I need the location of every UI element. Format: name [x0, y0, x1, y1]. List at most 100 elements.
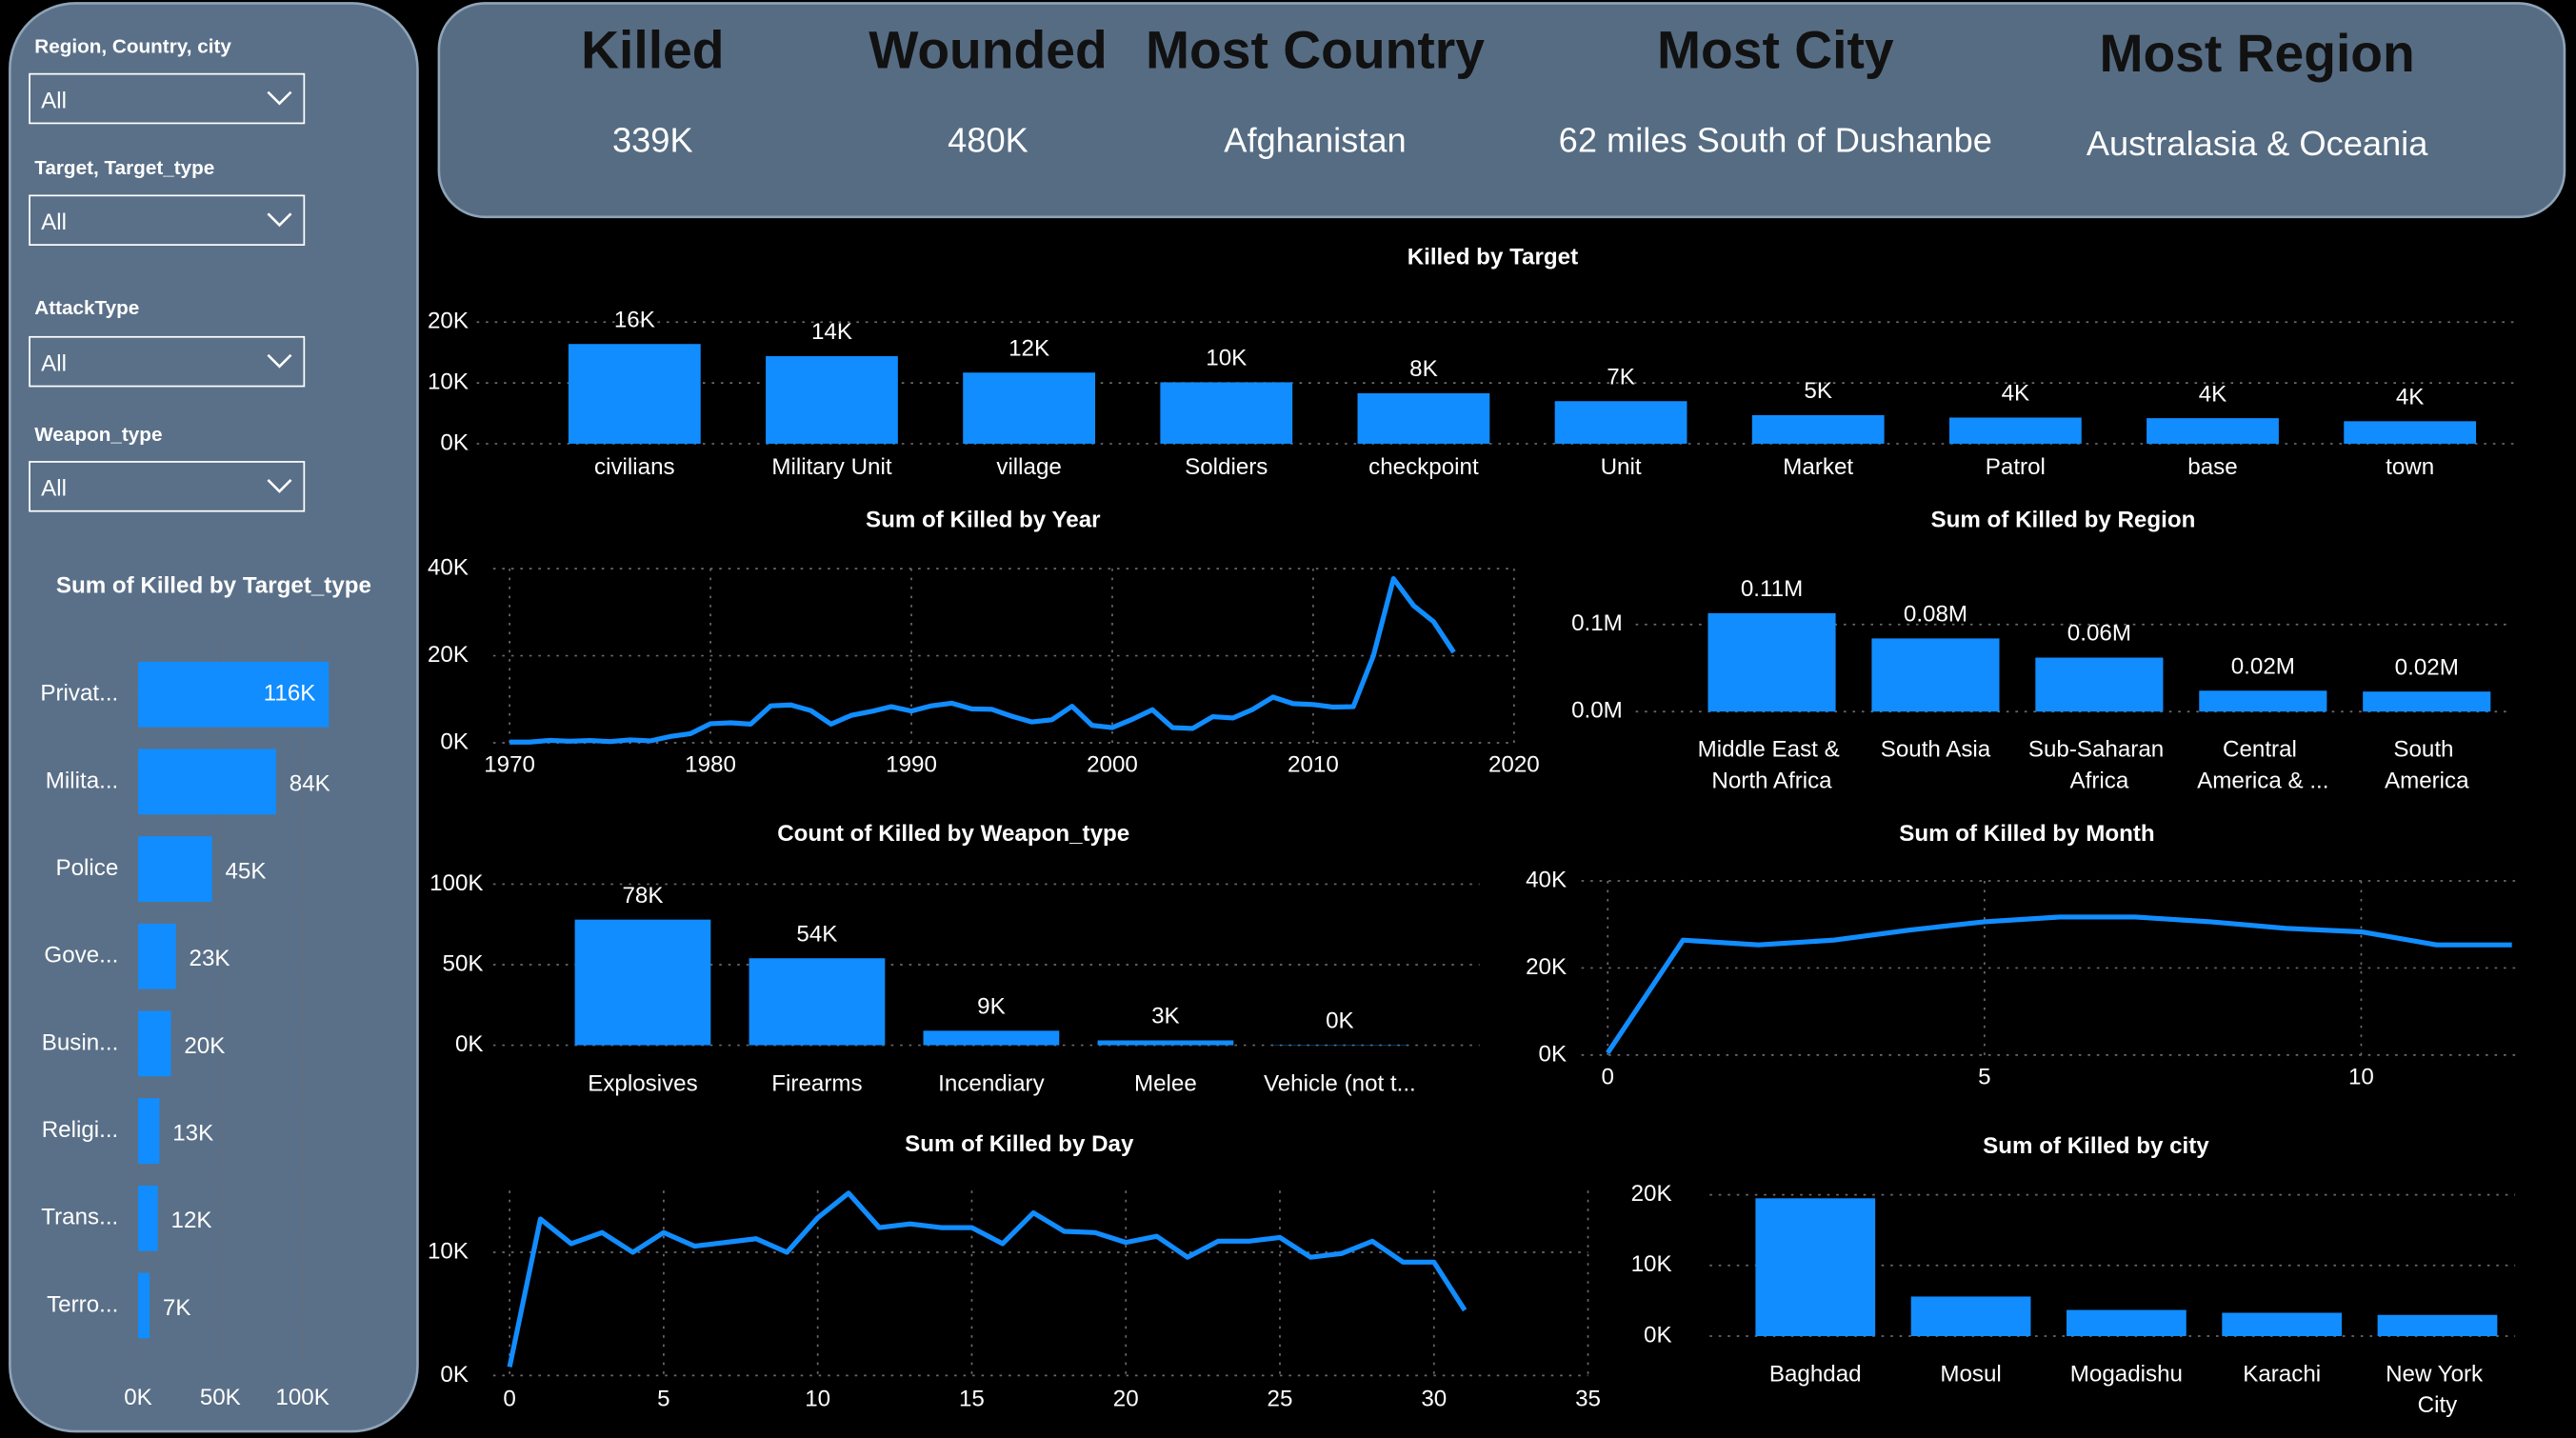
card-title: Wounded — [869, 21, 1108, 80]
chart-title: Killed by Target — [1408, 244, 1578, 270]
bar — [138, 749, 277, 815]
data-label: 12K — [171, 1208, 212, 1233]
x-tick-label: civilians — [594, 454, 675, 480]
dropdown[interactable] — [29, 194, 306, 246]
data-label: 7K — [163, 1295, 191, 1321]
data-label: 16K — [614, 307, 655, 332]
chart-title: Sum of Killed by Region — [1930, 507, 2195, 532]
x-tick-label: 1990 — [886, 752, 937, 778]
x-tick-label: Sub-Saharan Africa — [2028, 737, 2170, 794]
data-label: 45K — [225, 858, 266, 884]
card-value: 339K — [612, 121, 693, 160]
label-line: America & ... — [2197, 769, 2328, 794]
y-tick-label: 20K — [1526, 954, 1567, 980]
x-tick-label: Unit — [1601, 454, 1642, 480]
data-label: 0.08M — [1904, 602, 1967, 628]
dropdown[interactable] — [29, 335, 306, 388]
y-tick-label: 0K — [440, 429, 469, 455]
data-label: 5K — [1804, 378, 1832, 404]
x-tick-label: 35 — [1575, 1387, 1601, 1412]
card-value: 62 miles South of Dushanbe — [1559, 121, 1992, 160]
y-tick-label: 10K — [428, 369, 469, 394]
label-line: North Africa — [1711, 769, 1832, 794]
line — [1606, 914, 2512, 1055]
dropdown-chevron[interactable] — [267, 212, 292, 228]
data-label: 7K — [1607, 364, 1635, 389]
bar — [1751, 414, 1885, 444]
bar — [1948, 417, 2082, 444]
chart-title: Sum of Killed by Day — [905, 1131, 1134, 1157]
y-tick-label: Milita... — [46, 768, 119, 793]
x-tick-label: Central America & ... — [2197, 737, 2328, 794]
bar — [2035, 657, 2164, 712]
bar — [2222, 1312, 2343, 1337]
label-line: Baghdad — [1769, 1362, 1862, 1388]
bar — [923, 1030, 1060, 1046]
label-line: City — [2418, 1393, 2459, 1419]
label-line: America — [2385, 769, 2469, 794]
data-label: 13K — [172, 1120, 213, 1146]
bar — [574, 919, 711, 1046]
x-tick-label: Patrol — [1986, 454, 2046, 480]
dropdown-value[interactable]: All — [41, 88, 67, 113]
label-line: Karachi — [2243, 1362, 2321, 1388]
y-tick-label: 20K — [428, 642, 469, 668]
data-label: 0.06M — [2067, 621, 2131, 647]
y-tick-label: 100K — [429, 870, 483, 896]
dropdown-chevron[interactable] — [267, 353, 292, 369]
card-value: Australasia & Oceania — [2087, 124, 2428, 163]
data-label: 14K — [811, 319, 852, 345]
dropdown-value[interactable]: All — [41, 210, 67, 235]
x-tick-label: 5 — [657, 1387, 669, 1412]
x-tick-label: 0 — [503, 1387, 515, 1412]
data-label: 0.02M — [2395, 654, 2459, 680]
bar — [568, 344, 701, 444]
data-label: 0K — [1326, 1008, 1354, 1033]
bar — [1357, 392, 1490, 444]
x-tick-label: Explosives — [588, 1070, 697, 1096]
x-tick-label: Baghdad — [1769, 1362, 1862, 1388]
x-tick-label: 25 — [1268, 1387, 1293, 1412]
bar — [2344, 421, 2477, 444]
dropdown[interactable] — [29, 72, 306, 125]
dropdown-chevron[interactable] — [267, 478, 292, 493]
y-tick-label: 0K — [1644, 1322, 1672, 1348]
data-label: 10K — [1206, 346, 1247, 371]
x-tick-label: 5 — [1978, 1064, 1990, 1089]
data-label: 12K — [1008, 335, 1049, 361]
y-tick-label: 20K — [428, 309, 469, 334]
x-tick-label: checkpoint — [1368, 454, 1479, 480]
y-tick-label: 0K — [1539, 1041, 1568, 1067]
dropdown-value[interactable]: All — [41, 476, 67, 502]
y-tick-label: 10K — [1631, 1251, 1672, 1277]
x-tick-label: 2010 — [1288, 752, 1339, 778]
bar — [1755, 1198, 1876, 1337]
y-tick-label: 0K — [455, 1031, 484, 1057]
x-tick-label: 10 — [2348, 1064, 2374, 1089]
card-value: Afghanistan — [1224, 121, 1406, 160]
bar — [2147, 418, 2279, 444]
x-tick-label: 30 — [1421, 1387, 1447, 1412]
card-title: Killed — [581, 21, 724, 80]
x-tick-label: Mogadishu — [2070, 1362, 2183, 1388]
filter-label: Weapon_type — [34, 424, 162, 446]
x-tick-label: 1980 — [685, 752, 736, 778]
filter-label: AttackType — [34, 297, 139, 319]
bar — [138, 923, 176, 989]
y-tick-label: 0.0M — [1571, 698, 1623, 724]
bar — [766, 355, 898, 444]
data-label: 4K — [2199, 381, 2227, 407]
dropdown-value[interactable]: All — [41, 350, 67, 376]
dropdown[interactable] — [29, 461, 306, 512]
dropdown-chevron[interactable] — [267, 90, 292, 106]
bar — [138, 1272, 150, 1339]
data-label: 84K — [290, 771, 330, 797]
chart-title: Sum of Killed by Year — [866, 507, 1101, 532]
card-title: Most Region — [2099, 24, 2414, 83]
x-tick-label: town — [2386, 454, 2434, 480]
bar — [1871, 638, 2000, 712]
x-tick-label: Vehicle (not t... — [1264, 1070, 1416, 1096]
data-label: 20K — [184, 1033, 225, 1059]
label-line: Sub-Saharan — [2028, 737, 2170, 763]
